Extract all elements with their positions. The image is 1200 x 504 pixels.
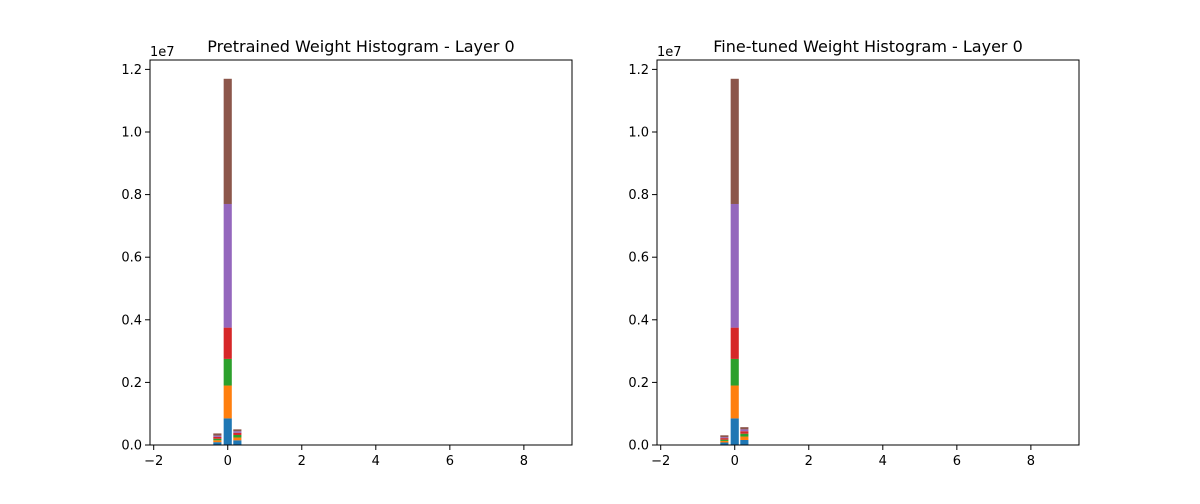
bar-finetuned-bin1-series2 bbox=[730, 358, 739, 386]
bar-finetuned-bin0-series2 bbox=[720, 439, 729, 441]
bar-pretrained-bin2-series3 bbox=[233, 432, 242, 435]
axes-frame-pretrained bbox=[149, 59, 573, 446]
bar-pretrained-bin0-series3 bbox=[213, 436, 222, 439]
bar-pretrained-bin1-series2 bbox=[223, 358, 232, 386]
y-tick-label-pretrained-6: 1.2 bbox=[121, 63, 142, 78]
bar-pretrained-bin1-series4 bbox=[223, 203, 232, 328]
bar-finetuned-bin1-series3 bbox=[730, 327, 739, 359]
bar-finetuned-bin1-series1 bbox=[730, 385, 739, 419]
bar-finetuned-bin2-series1 bbox=[740, 436, 749, 440]
x-tick-label-pretrained-4: 6 bbox=[446, 454, 454, 469]
x-axis-ticks-finetuned: −2 0 2 4 6 8 bbox=[651, 445, 1035, 469]
bar-pretrained-bin2-series0 bbox=[233, 440, 242, 445]
bar-finetuned-bin2-series0 bbox=[740, 439, 749, 445]
bar-pretrained-bin1-series1 bbox=[223, 385, 232, 419]
chart-title-finetuned: Fine-tuned Weight Histogram - Layer 0 bbox=[713, 37, 1023, 56]
y-tick-label-pretrained-4: 0.8 bbox=[121, 188, 142, 203]
x-tick-label-finetuned-5: 8 bbox=[1027, 454, 1035, 469]
y-tick-label-finetuned-1: 0.2 bbox=[628, 376, 649, 391]
bar-finetuned-bin0-series3 bbox=[720, 438, 729, 440]
bar-finetuned-bin0-series0 bbox=[720, 442, 729, 445]
bar-pretrained-bin1-series3 bbox=[223, 327, 232, 359]
x-tick-label-finetuned-0: −2 bbox=[651, 454, 670, 469]
x-tick-label-pretrained-1: 0 bbox=[224, 454, 232, 469]
bar-finetuned-bin1-series5 bbox=[730, 78, 739, 204]
x-tick-label-finetuned-2: 2 bbox=[805, 454, 813, 469]
y-tick-label-finetuned-5: 1.0 bbox=[628, 125, 649, 140]
bar-finetuned-bin0-series5 bbox=[720, 435, 729, 438]
bar-pretrained-bin2-series4 bbox=[233, 431, 242, 433]
y-tick-label-finetuned-3: 0.6 bbox=[628, 251, 649, 266]
x-tick-label-finetuned-1: 0 bbox=[731, 454, 739, 469]
panel-pretrained: Pretrained Weight Histogram - Layer 0 1e… bbox=[121, 37, 573, 469]
x-axis-ticks-pretrained: −2 0 2 4 6 8 bbox=[144, 445, 528, 469]
bar-pretrained-bin2-series1 bbox=[233, 437, 242, 441]
y-tick-label-finetuned-0: 0.0 bbox=[628, 439, 649, 454]
bars-pretrained bbox=[213, 78, 242, 445]
y-axis-ticks-finetuned: 0.0 0.2 0.4 0.6 0.8 1.0 1.2 bbox=[628, 63, 657, 454]
bar-finetuned-bin0-series1 bbox=[720, 440, 729, 443]
y-offset-label-pretrained: 1e7 bbox=[150, 45, 175, 60]
y-tick-label-finetuned-6: 1.2 bbox=[628, 63, 649, 78]
bars-finetuned bbox=[720, 78, 749, 445]
bar-pretrained-bin1-series0 bbox=[223, 418, 232, 445]
axes-frame-finetuned bbox=[656, 59, 1080, 446]
bar-finetuned-bin2-series2 bbox=[740, 433, 749, 437]
y-tick-label-finetuned-4: 0.8 bbox=[628, 188, 649, 203]
y-tick-label-pretrained-1: 0.2 bbox=[121, 376, 142, 391]
y-tick-label-pretrained-0: 0.0 bbox=[121, 439, 142, 454]
y-offset-label-finetuned: 1e7 bbox=[657, 45, 682, 60]
x-tick-label-pretrained-5: 8 bbox=[520, 454, 528, 469]
bar-pretrained-bin0-series4 bbox=[213, 435, 222, 437]
bar-pretrained-bin2-series2 bbox=[233, 434, 242, 438]
chart-title-pretrained: Pretrained Weight Histogram - Layer 0 bbox=[207, 37, 514, 56]
y-tick-label-finetuned-2: 0.4 bbox=[628, 313, 649, 328]
bar-finetuned-bin2-series3 bbox=[740, 431, 749, 434]
bar-pretrained-bin2-series5 bbox=[233, 429, 242, 432]
x-tick-label-pretrained-2: 2 bbox=[298, 454, 306, 469]
bar-pretrained-bin0-series2 bbox=[213, 438, 222, 441]
y-tick-label-pretrained-2: 0.4 bbox=[121, 313, 142, 328]
bar-finetuned-bin2-series4 bbox=[740, 429, 749, 432]
bar-finetuned-bin1-series4 bbox=[730, 203, 739, 328]
y-axis-ticks-pretrained: 0.0 0.2 0.4 0.6 0.8 1.0 1.2 bbox=[121, 63, 150, 454]
bar-pretrained-bin0-series5 bbox=[213, 433, 222, 436]
bar-pretrained-bin1-series5 bbox=[223, 78, 232, 204]
bar-finetuned-bin2-series5 bbox=[740, 427, 749, 430]
x-tick-label-finetuned-3: 4 bbox=[879, 454, 887, 469]
bar-finetuned-bin0-series4 bbox=[720, 437, 729, 439]
y-tick-label-pretrained-5: 1.0 bbox=[121, 125, 142, 140]
bar-pretrained-bin0-series1 bbox=[213, 440, 222, 443]
panel-finetuned: Fine-tuned Weight Histogram - Layer 0 1e… bbox=[628, 37, 1080, 469]
y-tick-label-pretrained-3: 0.6 bbox=[121, 251, 142, 266]
bar-pretrained-bin0-series0 bbox=[213, 442, 222, 445]
x-tick-label-pretrained-0: −2 bbox=[144, 454, 163, 469]
x-tick-label-pretrained-3: 4 bbox=[372, 454, 380, 469]
x-tick-label-finetuned-4: 6 bbox=[953, 454, 961, 469]
bar-finetuned-bin1-series0 bbox=[730, 418, 739, 445]
